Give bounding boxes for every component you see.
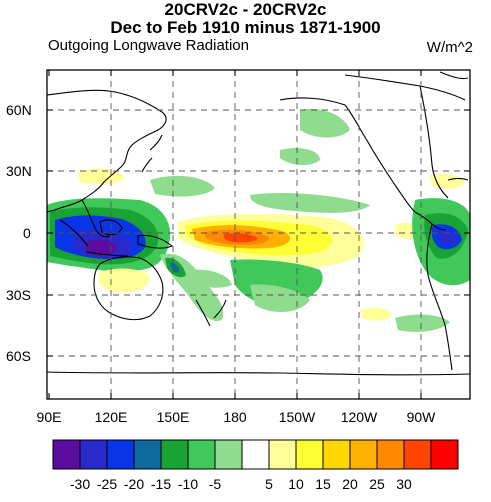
colorbar-label: -10 <box>177 476 199 492</box>
lon-label-150e: 150E <box>156 409 190 425</box>
variable-label: Outgoing Longwave Radiation <box>48 37 249 54</box>
neg-anomaly-north-pacific-2 <box>280 148 320 166</box>
neg-anomaly-spcz-3 <box>170 262 180 273</box>
axis-ticks <box>47 70 470 399</box>
colorbar-label: 15 <box>315 476 331 492</box>
neg-anomaly-west-pacific <box>150 175 215 197</box>
colorbar-label: -15 <box>150 476 172 492</box>
coast-caribbean <box>447 177 469 181</box>
chart-title-line1: 20CRV2c - 20CRV2c <box>164 0 327 19</box>
units-label: W/m^2 <box>426 39 473 56</box>
lon-label-90w: 90W <box>406 409 436 425</box>
neg-anomaly-southeast <box>395 314 450 332</box>
coast-antarctica <box>47 371 470 376</box>
colorbar-swatch-3 <box>106 439 135 470</box>
gridlines <box>47 70 470 399</box>
coast-asia <box>47 89 167 213</box>
pos-anomaly-australia <box>98 268 150 293</box>
lon-label-150w: 150W <box>278 409 316 425</box>
coast-java <box>85 251 129 257</box>
colorbar-label: -30 <box>69 476 91 492</box>
colorbar-swatch-10 <box>295 439 324 470</box>
colorbar-label: 30 <box>396 476 412 492</box>
colorbar-swatch-11 <box>322 439 351 470</box>
colorbar-label: -20 <box>123 476 145 492</box>
lat-label-60n: 60N <box>6 102 32 118</box>
coast-japan <box>141 134 163 173</box>
colorbar-swatch-7 <box>214 439 243 470</box>
lon-label-90e: 90E <box>36 409 62 425</box>
chart-title-line2: Dec to Feb 1910 minus 1871-1900 <box>110 18 381 37</box>
coast-borneo <box>99 219 123 236</box>
neg-anomaly-north-pacific <box>300 108 350 138</box>
neg-anomaly-amazon-core <box>440 231 456 245</box>
colorbar <box>52 439 459 470</box>
lon-label-120e: 120E <box>94 409 128 425</box>
coast-greenland <box>439 71 469 80</box>
coast-new-guinea <box>137 234 174 249</box>
colorbar-label: 25 <box>369 476 385 492</box>
colorbar-swatch-12 <box>349 439 378 470</box>
pos-anomaly-pacific-peak <box>223 233 258 243</box>
neg-anomaly-central <box>190 269 232 288</box>
colorbar-swatch-13 <box>376 439 405 470</box>
coast-south-america <box>426 223 453 371</box>
coast-indochina <box>81 199 111 238</box>
lon-label-120w: 120W <box>340 409 378 425</box>
neg-anomaly-maritime-core <box>85 239 117 256</box>
colorbar-swatch-8 <box>241 439 270 470</box>
neg-anomaly-south-pacific-2 <box>250 284 310 312</box>
lon-label-180: 180 <box>223 409 247 425</box>
colorbar-label: -25 <box>96 476 118 492</box>
coast-alaska <box>279 97 416 213</box>
coast-new-zealand <box>195 299 227 327</box>
anomaly-field <box>47 108 470 332</box>
coast-australia <box>93 256 164 321</box>
coast-sumatra <box>59 219 89 247</box>
coast-north-america <box>344 74 466 199</box>
colorbar-label: 10 <box>288 476 304 492</box>
neg-anomaly-east-pacific <box>250 193 370 213</box>
map-frame <box>46 69 471 400</box>
lat-label-eq: 0 <box>23 225 31 241</box>
lat-label-30n: 30N <box>6 163 32 179</box>
colorbar-swatch-6 <box>187 439 216 470</box>
colorbar-label: 20 <box>342 476 358 492</box>
lat-label-60s: 60S <box>6 348 31 364</box>
colorbar-swatch-4 <box>133 439 162 470</box>
lat-label-30s: 30S <box>6 287 31 303</box>
pos-anomaly-southwest <box>360 307 392 321</box>
colorbar-label: -5 <box>208 476 222 492</box>
colorbar-label: 5 <box>265 476 273 492</box>
colorbar-swatch-5 <box>160 439 189 470</box>
pos-anomaly-asia <box>78 168 125 185</box>
colorbar-swatch-14 <box>403 439 432 470</box>
pos-anomaly-caribbean <box>430 173 465 189</box>
colorbar-swatch-15 <box>430 439 459 470</box>
colorbar-swatch-9 <box>268 439 297 470</box>
colorbar-swatch-2 <box>79 439 108 470</box>
colorbar-swatch-1 <box>52 439 81 470</box>
